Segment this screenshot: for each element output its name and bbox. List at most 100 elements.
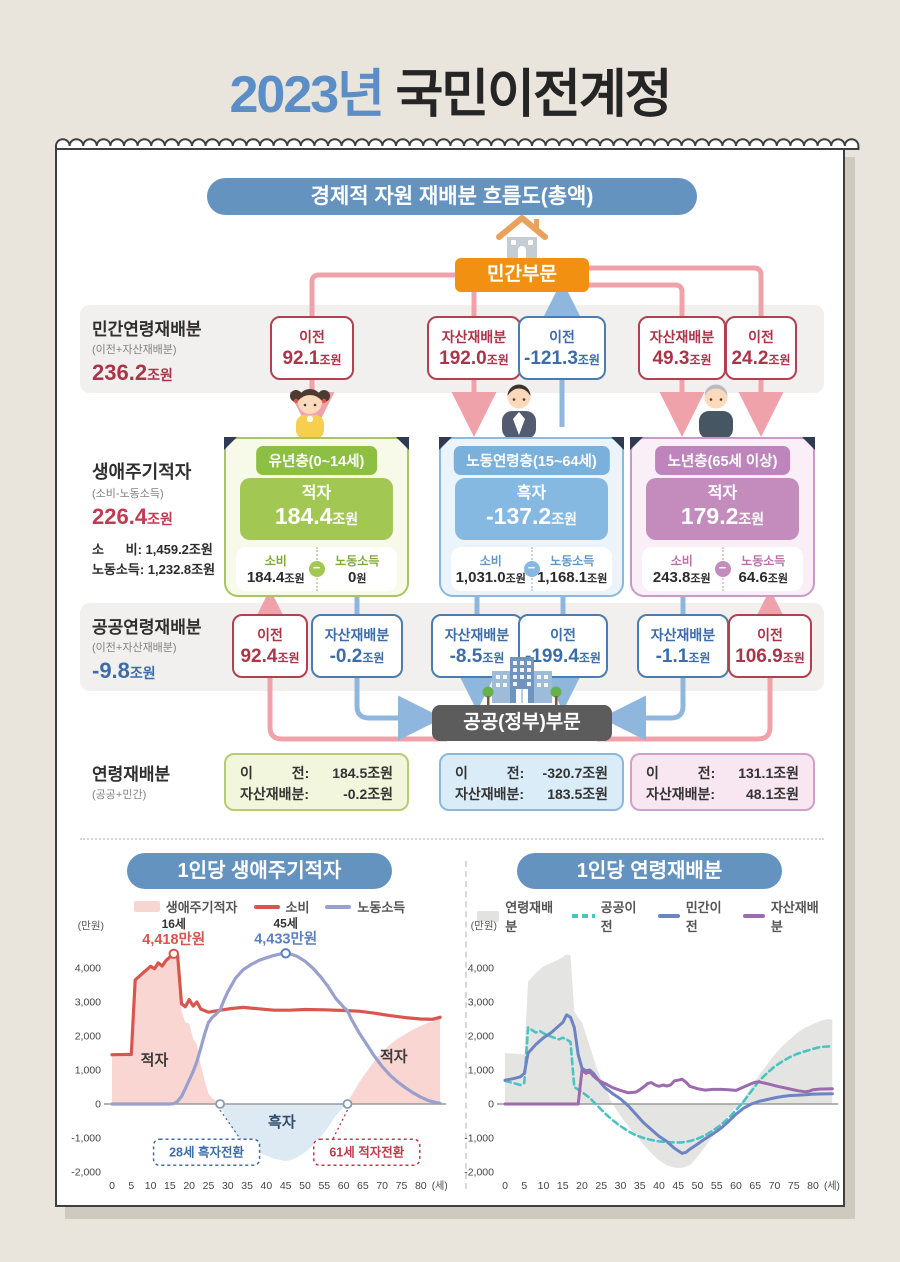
private-sector-box: 민간부문 [455, 258, 589, 292]
svg-text:0: 0 [109, 1180, 115, 1192]
legend-swatch [133, 901, 160, 912]
legend-swatch [253, 904, 280, 909]
svg-text:(세): (세) [824, 1180, 840, 1192]
svg-text:60: 60 [338, 1180, 350, 1192]
private-row-label: 민간연령재배분 (이전+자산재배분) 236.2조원 [92, 315, 201, 386]
house-icon [496, 215, 548, 261]
svg-text:40: 40 [261, 1180, 273, 1192]
legend-item: 소비 [253, 897, 310, 916]
legend-item: 연령재배분 [477, 897, 556, 935]
svg-text:4,000: 4,000 [75, 963, 101, 975]
svg-text:75: 75 [788, 1180, 800, 1192]
svg-text:0: 0 [488, 1099, 494, 1111]
flow-box-pub-transfer-old: 이전 106.9조원 [728, 614, 812, 678]
legend-swatch [742, 914, 765, 918]
svg-text:60: 60 [730, 1180, 742, 1192]
realloc-row-subtitle: (공공+민간) [92, 789, 147, 801]
svg-text:4,433만원: 4,433만원 [254, 930, 317, 947]
svg-text:45: 45 [672, 1180, 684, 1192]
svg-text:2,000: 2,000 [75, 1031, 101, 1043]
public-row-subtitle: (이전+자산재배분) [92, 642, 177, 654]
svg-text:80: 80 [807, 1180, 819, 1192]
svg-text:35: 35 [634, 1180, 646, 1192]
legend-label: 공공이전 [600, 900, 637, 934]
svg-text:50: 50 [692, 1180, 704, 1192]
card-working-value: 흑자 -137.2조원 [455, 478, 608, 540]
svg-text:45세: 45세 [274, 915, 298, 930]
svg-text:50: 50 [299, 1180, 311, 1192]
chart-left-legend: 생애주기적자 소비 노동소득 [82, 897, 457, 916]
title-year: 2023년 [229, 66, 385, 124]
svg-text:35: 35 [241, 1180, 253, 1192]
legend-label: 자산재배분 [770, 900, 819, 934]
flow-box-asset-work: 자산재배분 192.0조원 [427, 316, 521, 380]
legend-item: 공공이전 [572, 897, 641, 935]
svg-text:-1,000: -1,000 [71, 1133, 101, 1145]
svg-text:55: 55 [711, 1180, 723, 1192]
svg-text:4,418만원: 4,418만원 [142, 931, 205, 948]
flow-box-pub-asset-child: 자산재배분 -0.2조원 [311, 614, 403, 678]
legend-label: 노동소득 [357, 900, 406, 915]
svg-text:75: 75 [396, 1180, 408, 1192]
legend-label: 민간이전 [685, 900, 722, 934]
card-elderly: 노년층(65세 이상) 적자 179.2조원 소비 243.8조원 노동소득 64.6… [630, 437, 815, 597]
svg-text:0: 0 [95, 1099, 101, 1111]
realloc-row-label: 연령재배분 (공공+민간) [92, 760, 170, 805]
svg-text:5: 5 [521, 1180, 527, 1192]
svg-text:16세: 16세 [162, 916, 186, 931]
card-children-name: 유년층(0~14세) [255, 446, 378, 475]
elderly-man-icon [699, 384, 733, 439]
private-row-total: 236.2조원 [92, 360, 173, 385]
poster-paper: 경제적 자원 재배분 흐름도(총액) [55, 138, 860, 1207]
realloc-box-children: 이 전: 184.5조원 자산재배분: -0.2조원 [224, 753, 409, 811]
card-children-breakdown: 소비 184.4조원 노동소득 0원 [236, 547, 397, 591]
svg-text:40: 40 [653, 1180, 665, 1192]
svg-text:28세 흑자전환: 28세 흑자전환 [169, 1144, 244, 1159]
svg-text:3,000: 3,000 [468, 997, 494, 1009]
svg-text:-1,000: -1,000 [464, 1133, 494, 1145]
legend-item: 민간이전 [657, 897, 727, 935]
private-row-title: 민간연령재배분 [92, 320, 202, 339]
flow-section-title: 경제적 자원 재배분 흐름도(총액) [207, 178, 697, 215]
svg-text:30: 30 [222, 1180, 234, 1192]
realloc-row-title: 연령재배분 [92, 765, 171, 784]
svg-text:70: 70 [376, 1180, 388, 1192]
man-icon [502, 384, 536, 439]
svg-text:0: 0 [502, 1180, 508, 1192]
page-title: 2023년 국민이전계정 [0, 52, 900, 127]
legend-swatch [477, 910, 500, 922]
legend-swatch [325, 904, 352, 909]
svg-text:15: 15 [164, 1180, 176, 1192]
flow-box-asset-old: 자산재배분 49.3조원 [638, 316, 726, 380]
svg-text:20: 20 [576, 1180, 588, 1192]
svg-text:25: 25 [203, 1180, 215, 1192]
chart-right-legend: 연령재배분 공공이전 민간이전 자산재배분 [477, 897, 822, 935]
lifecycle-label: 생애주기적자 (소비-노동소득) 226.4조원 소 비: 1,459.2조원 노… [92, 458, 215, 580]
flow-box-transfer-work: 이전 -121.3조원 [518, 316, 606, 380]
public-row-total: -9.8조원 [92, 658, 156, 683]
flow-box-transfer-child: 이전 92.1조원 [270, 316, 354, 380]
private-row-subtitle: (이전+자산재배분) [92, 344, 177, 356]
svg-text:(세): (세) [432, 1180, 448, 1192]
public-sector-box: 공공(정부)부문 [432, 705, 612, 741]
svg-text:20: 20 [183, 1180, 195, 1192]
svg-text:61세 적자전환: 61세 적자전환 [329, 1144, 404, 1159]
svg-text:(만원): (만원) [471, 920, 497, 932]
svg-text:15: 15 [557, 1180, 569, 1192]
age-realloc-chart: -2,000 -1,000 0 1,000 2,000 3,000 4,000 0 5 10 15 2… [464, 920, 840, 1192]
svg-text:80: 80 [415, 1180, 427, 1192]
legend-label: 소비 [285, 900, 310, 915]
card-elderly-value: 적자 179.2조원 [646, 478, 799, 540]
svg-text:65: 65 [357, 1180, 369, 1192]
svg-text:적자: 적자 [380, 1048, 408, 1066]
svg-text:5: 5 [128, 1180, 134, 1192]
card-working-name: 노동연령층(15~64세) [453, 446, 610, 475]
svg-text:10: 10 [538, 1180, 550, 1192]
svg-text:1,000: 1,000 [75, 1065, 101, 1077]
legend-swatch [572, 914, 595, 918]
government-building-icon [482, 657, 562, 705]
lifecycle-title: 생애주기적자 [92, 462, 192, 482]
svg-text:적자: 적자 [141, 1051, 169, 1069]
card-working: 노동연령층(15~64세) 흑자 -137.2조원 소비 1,031.0조원 노동소… [439, 437, 624, 597]
svg-text:(만원): (만원) [78, 920, 104, 932]
